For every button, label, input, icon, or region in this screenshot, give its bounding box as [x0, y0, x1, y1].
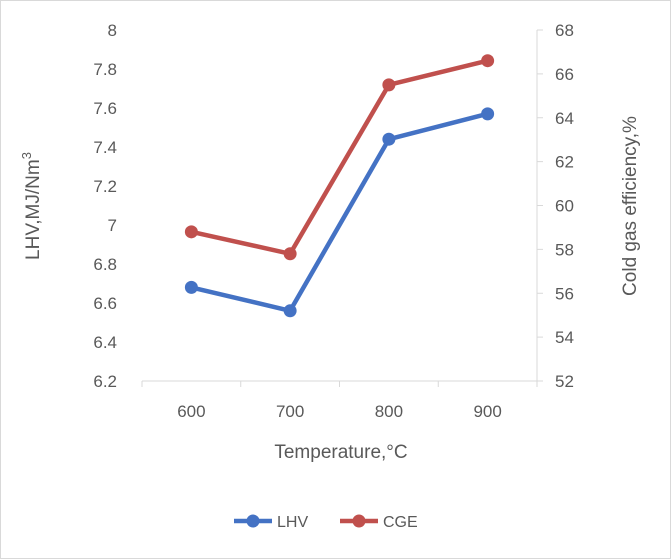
right-tick-label: 68 [555, 21, 574, 40]
right-tick-label: 56 [555, 284, 574, 303]
left-tick-label: 8 [108, 21, 117, 40]
left-axis-ticks: 6.2 6.4 6.6 6.8 7 7.2 7.4 7.6 7.8 8 [93, 21, 117, 391]
left-tick-label: 6.2 [93, 372, 117, 391]
data-point-cge [481, 54, 495, 68]
x-tick-label: 700 [276, 402, 304, 421]
series-line-cge [190, 58, 489, 257]
left-tick-label: 7 [108, 216, 117, 235]
legend-swatch-marker [246, 514, 260, 528]
x-axis-title: Temperature,°C [274, 442, 407, 463]
data-point-cge [184, 225, 198, 239]
legend-swatch-marker [352, 514, 366, 528]
right-tick-label: 54 [555, 328, 574, 347]
legend-label: LHV [277, 514, 308, 531]
left-tick-label: 6.6 [93, 294, 117, 313]
left-tick-label: 7.8 [93, 60, 117, 79]
right-axis-ticks: 52 54 56 58 60 62 64 66 68 [536, 21, 574, 391]
series-line-lhv [190, 111, 489, 314]
right-tick-label: 66 [555, 65, 574, 84]
right-tick-label: 58 [555, 240, 574, 259]
left-tick-label: 7.4 [93, 138, 117, 157]
right-tick-label: 60 [555, 197, 574, 216]
x-tick-label: 900 [473, 402, 501, 421]
right-tick-label: 64 [555, 109, 574, 128]
right-tick-label: 62 [555, 153, 574, 172]
x-tick-label: 600 [177, 402, 205, 421]
right-axis-title: Cold gas efficiency,% [620, 116, 641, 296]
data-point-cge [382, 78, 396, 92]
data-point-lhv [382, 132, 396, 146]
left-tick-label: 6.8 [93, 255, 117, 274]
series-layer [184, 54, 495, 318]
data-point-lhv [184, 280, 198, 294]
data-point-lhv [283, 304, 297, 318]
left-tick-label: 7.6 [93, 99, 117, 118]
left-axis-title-text: LHV,MJ/Nm [23, 159, 44, 260]
x-tick-label: 800 [375, 402, 403, 421]
legend-label: CGE [383, 514, 418, 531]
right-tick-label: 52 [555, 372, 574, 391]
legend: LHV CGE [234, 514, 418, 531]
left-tick-label: 7.2 [93, 177, 117, 196]
data-point-lhv [481, 107, 495, 121]
data-point-cge [283, 247, 297, 261]
x-axis-ticks: 600 700 800 900 [141, 381, 538, 421]
left-axis-title: LHV,MJ/Nm3 [19, 152, 44, 260]
left-tick-label: 6.4 [93, 333, 117, 352]
left-axis-title-superscript: 3 [19, 152, 34, 159]
